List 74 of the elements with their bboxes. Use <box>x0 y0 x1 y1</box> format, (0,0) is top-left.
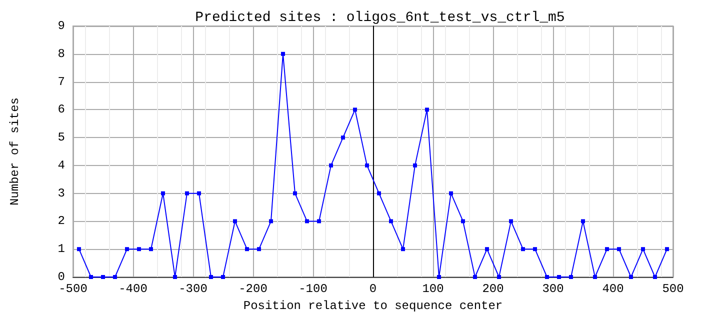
point <box>557 275 561 279</box>
point <box>377 191 381 196</box>
point <box>653 275 657 279</box>
y-tick-label: 6 <box>58 102 65 117</box>
y-tick-label: 4 <box>58 158 65 172</box>
y-tick-label: 7 <box>58 74 65 89</box>
x-tick-label: -400 <box>118 282 148 296</box>
point <box>533 247 537 252</box>
point <box>101 275 105 279</box>
point <box>257 247 261 252</box>
x-tick-label: -200 <box>238 282 268 296</box>
point <box>293 191 297 196</box>
chart-title: Predicted sites : oligos_6nt_test_vs_ctrl_m5 <box>195 10 565 26</box>
x-axis-title: Position relative to sequence center <box>243 298 503 313</box>
point <box>173 275 177 279</box>
point <box>125 247 129 252</box>
point <box>269 219 273 224</box>
point <box>425 108 429 112</box>
x-tick-label: -300 <box>178 282 208 296</box>
y-tick-label: 2 <box>58 214 65 228</box>
point <box>413 163 417 168</box>
x-tick-label: 0 <box>369 282 377 296</box>
point <box>221 275 225 279</box>
point <box>389 219 393 224</box>
point <box>197 191 201 196</box>
point <box>509 219 513 224</box>
point <box>245 247 249 252</box>
point <box>233 219 237 224</box>
point <box>437 275 441 279</box>
point <box>641 247 645 252</box>
x-tick-label: 300 <box>542 282 564 296</box>
x-tick-label: 100 <box>422 282 444 296</box>
point <box>545 275 549 279</box>
point <box>329 163 333 168</box>
y-tick-label: 0 <box>58 270 65 284</box>
y-tick-label: 1 <box>58 242 65 256</box>
x-tick-label: -500 <box>58 282 88 296</box>
point <box>89 275 93 279</box>
point <box>617 247 621 252</box>
point <box>77 247 81 252</box>
point <box>149 247 153 252</box>
point <box>473 275 477 279</box>
point <box>305 219 309 224</box>
point <box>365 163 369 168</box>
point <box>605 247 609 252</box>
point <box>281 52 285 56</box>
point <box>341 136 345 140</box>
x-tick-label: 200 <box>482 282 504 296</box>
y-tick-label: 3 <box>58 186 65 200</box>
point <box>449 191 453 196</box>
point <box>185 191 189 196</box>
x-tick-label: 500 <box>662 282 684 296</box>
point <box>593 275 597 279</box>
x-tick-label: -100 <box>298 282 328 296</box>
point <box>521 247 525 252</box>
point <box>209 275 213 279</box>
y-axis-title: Number of sites <box>8 97 22 206</box>
point <box>113 275 117 279</box>
y-tick-label: 8 <box>58 46 65 61</box>
point <box>401 247 405 252</box>
point <box>317 219 321 224</box>
point <box>569 275 573 279</box>
point <box>629 275 633 279</box>
x-tick-label: 400 <box>602 282 624 296</box>
point <box>581 219 585 224</box>
point <box>461 219 465 224</box>
point <box>497 275 501 279</box>
point <box>137 247 141 252</box>
point <box>665 247 669 252</box>
point <box>485 247 489 252</box>
y-tick-label: 5 <box>58 130 65 145</box>
point <box>161 191 165 196</box>
point <box>353 108 357 112</box>
y-tick-label: 9 <box>58 19 65 33</box>
